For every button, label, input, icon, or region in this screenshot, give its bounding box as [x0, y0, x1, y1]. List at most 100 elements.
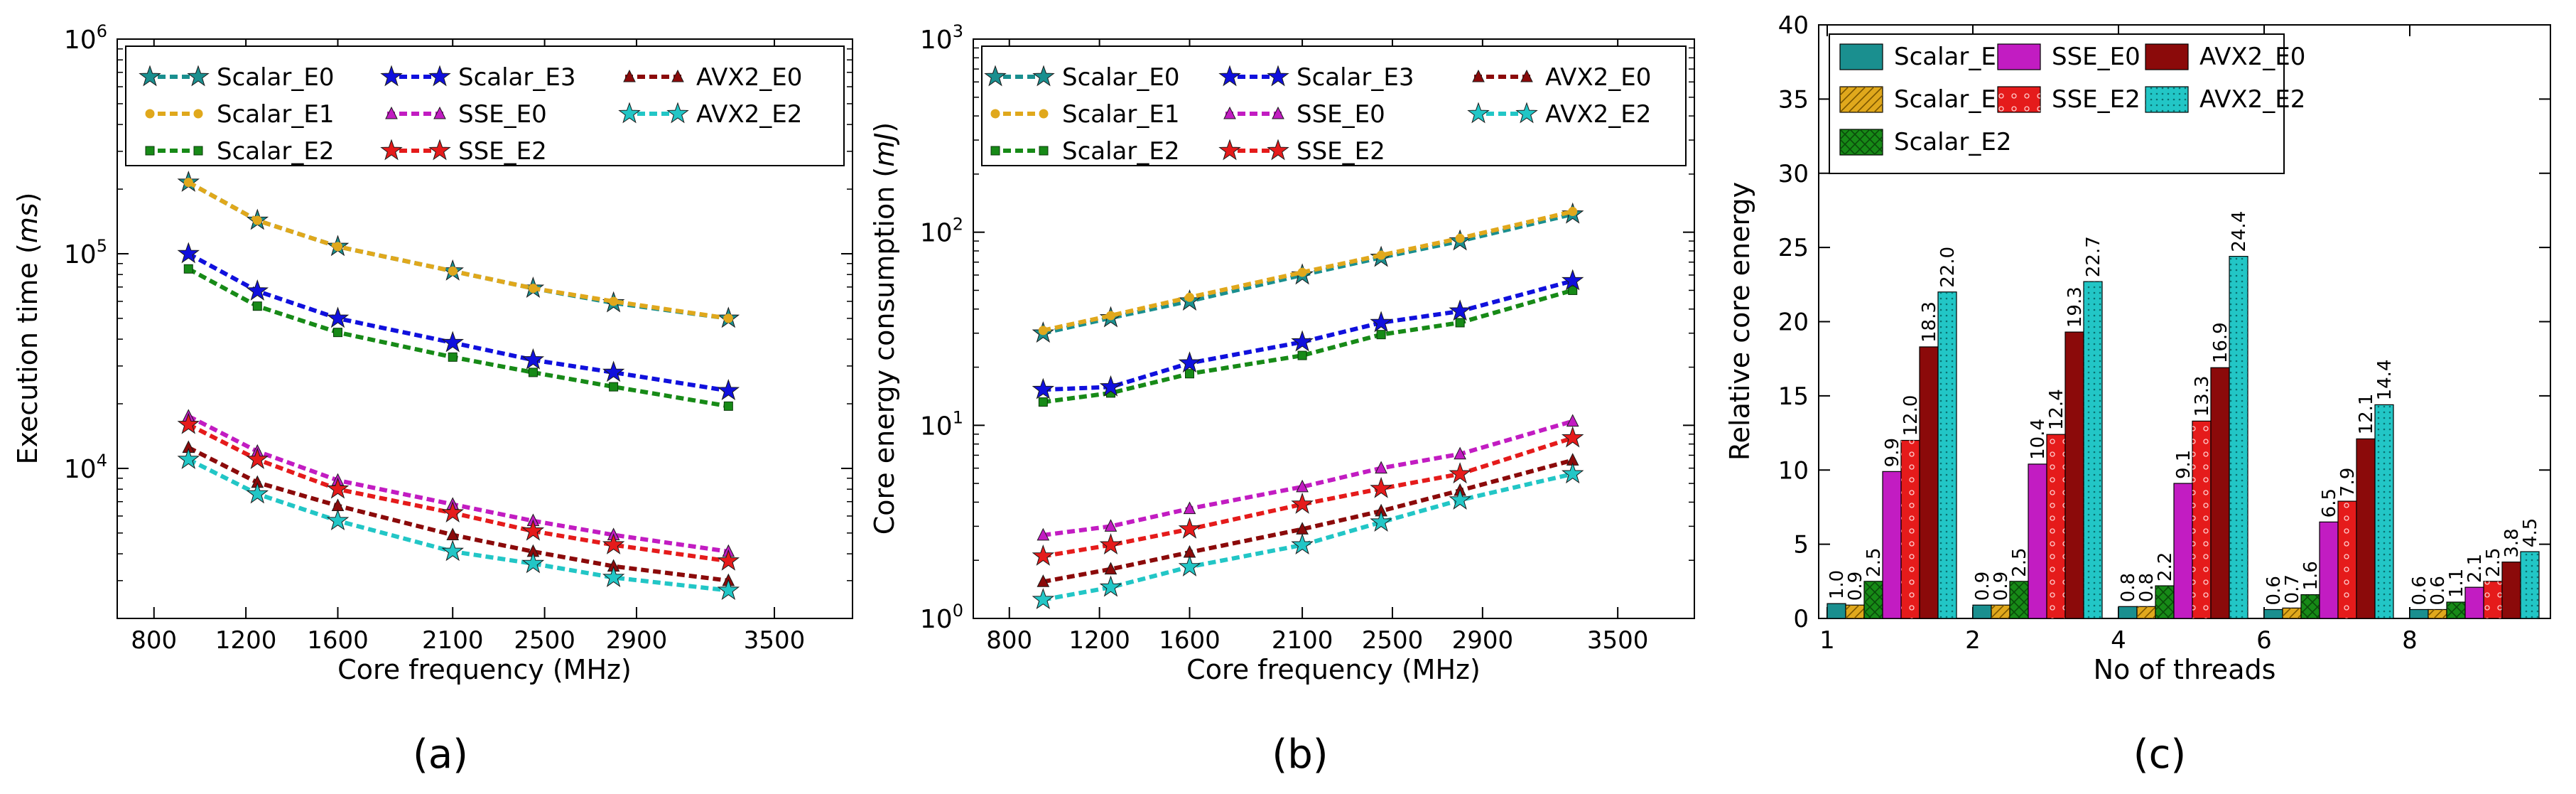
- data-point-avx2-e2: [441, 540, 464, 562]
- x-tick-label: 2500: [514, 626, 575, 655]
- data-point-scalar-e2: [448, 352, 458, 362]
- bar-hatch-scalar-e2: [2447, 602, 2465, 618]
- y-ticks: 0 5 10 15 20 25 30 35 40: [1778, 11, 2550, 633]
- legend: Scalar_E0 Scalar_E1 Scalar_E2 Scalar_E3 SSE_…: [125, 45, 845, 166]
- bar-value-label: 6.5: [2319, 488, 2340, 517]
- y-tick-exponent: 5: [97, 236, 107, 256]
- data-point-sse-e0: [1104, 519, 1117, 532]
- legend-marker: [1467, 102, 1490, 124]
- data-point-avx2-e2: [1449, 488, 1471, 510]
- bar-sse-e0: [2319, 521, 2339, 619]
- bar-avx2-e0: [1919, 346, 1939, 619]
- x-tick-label: 800: [986, 626, 1032, 655]
- data-point-avx2-e2: [602, 565, 625, 587]
- legend-label: Scalar_E2: [217, 137, 334, 166]
- series-line-scalar-e3: [187, 252, 729, 393]
- legend-label: Scalar_E0: [1894, 43, 2011, 71]
- x-tick-label: 1200: [1068, 626, 1130, 655]
- data-point-avx2-e2: [1291, 533, 1314, 555]
- data-point-scalar-e3: [326, 306, 350, 328]
- data-point-scalar-e1: [1455, 233, 1465, 243]
- data-point-sse-e2: [1562, 426, 1584, 448]
- data-point-scalar-e1: [448, 266, 458, 276]
- data-point-scalar-e3: [1099, 375, 1122, 397]
- bar-value-label: 19.3: [2064, 286, 2086, 328]
- legend-marker: [1267, 139, 1289, 161]
- bar-value-label: 3.8: [2501, 528, 2523, 557]
- data-point-sse-e2: [246, 447, 269, 469]
- data-point-scalar-e3: [1449, 299, 1471, 321]
- bar-hatch-sse-e2: [2338, 501, 2356, 618]
- legend-label: Scalar_E1: [1062, 100, 1179, 129]
- y-axis-label-unit: ms: [12, 203, 43, 243]
- legend-swatch-hatch: [1840, 129, 1883, 155]
- data-point-sse-e2: [441, 501, 464, 523]
- bar-hatch-scalar-e1: [2283, 608, 2301, 618]
- x-axis-label: Core frequency (MHz): [337, 654, 632, 685]
- x-tick-label: 2500: [1362, 626, 1424, 655]
- legend-marker: [623, 69, 636, 82]
- bar-sse-e0: [2173, 483, 2193, 619]
- data-point-scalar-e3: [1370, 311, 1392, 333]
- x-tick-label: 2: [1965, 626, 1981, 655]
- y-tick-base: 10: [920, 219, 953, 248]
- y-tick-exponent: 4: [97, 451, 107, 471]
- data-point-scalar-e2: [723, 401, 733, 411]
- bar-hatch-avx2-e2: [2375, 404, 2393, 618]
- data-point-scalar-e3: [521, 348, 545, 370]
- legend-marker: [380, 65, 403, 87]
- bar-value-label: 1.6: [2300, 561, 2322, 590]
- legend-label: SSE_E2: [1297, 137, 1385, 166]
- y-tick-label: 104: [64, 451, 107, 484]
- y-tick-label: 15: [1778, 382, 1809, 411]
- bar-value-label: 0.7: [2282, 574, 2303, 603]
- x-tick-label: 1: [1819, 626, 1835, 655]
- y-tick-label: 101: [920, 407, 963, 441]
- legend-marker: [666, 102, 689, 124]
- bar-scalar-e0: [1827, 603, 1846, 619]
- y-tick-base: 10: [64, 455, 97, 484]
- legend-marker: [618, 102, 641, 124]
- legend-swatch-hatch: [1998, 87, 2040, 112]
- data-point-scalar-e3: [1562, 269, 1584, 291]
- data-point-sse-e0: [1037, 527, 1050, 541]
- y-tick-base: 10: [920, 605, 953, 634]
- legend-marker: [1218, 139, 1241, 161]
- bar-value-label: 24.4: [2229, 211, 2250, 252]
- bar-value-label: 13.3: [2192, 375, 2213, 417]
- bar-value-label: 10.4: [2028, 419, 2049, 460]
- legend-box: [125, 45, 845, 166]
- bar-hatch-sse-e2: [1901, 440, 1920, 618]
- bar-scalar-e0: [2118, 606, 2138, 619]
- x-axis-label: No of threads: [2094, 654, 2276, 685]
- data-point-scalar-e1: [1185, 292, 1194, 302]
- bar-hatch-scalar-e2: [1864, 581, 1883, 618]
- legend-marker: [1032, 65, 1055, 87]
- bar-value-label: 9.1: [2173, 450, 2195, 479]
- data-point-avx2-e2: [1032, 588, 1055, 610]
- bar-value-label: 1.1: [2446, 569, 2467, 598]
- data-point-avx2-e2: [521, 552, 545, 574]
- data-point-scalar-e3: [246, 279, 269, 301]
- legend-label: AVX2_E0: [2199, 43, 2305, 71]
- y-tick-label: 40: [1778, 11, 1809, 40]
- legend-marker: [193, 146, 203, 156]
- legend-label: AVX2_E2: [2199, 85, 2305, 114]
- bar-value-label: 2.5: [2009, 547, 2030, 576]
- y-axis-label: Relative core energy: [1724, 182, 1755, 461]
- data-point-sse-e0: [1183, 501, 1196, 515]
- y-axis-label-text: Core energy consumption: [869, 186, 900, 535]
- legend-marker: [433, 106, 446, 119]
- data-point-avx2-e2: [1562, 462, 1584, 484]
- bar-scalar-e0: [2409, 608, 2429, 619]
- bar-value-label: 12.4: [2046, 389, 2067, 430]
- y-axis-label: Execution time (ms): [12, 193, 43, 465]
- legend-swatch: [2145, 43, 2189, 70]
- legend-marker: [990, 146, 1000, 156]
- legend-marker: [990, 109, 1000, 119]
- data-point-scalar-e2: [1185, 369, 1194, 379]
- data-point-sse-e0: [1454, 446, 1466, 460]
- legend-label: Scalar_E3: [458, 63, 575, 92]
- y-tick-label: 102: [920, 215, 963, 248]
